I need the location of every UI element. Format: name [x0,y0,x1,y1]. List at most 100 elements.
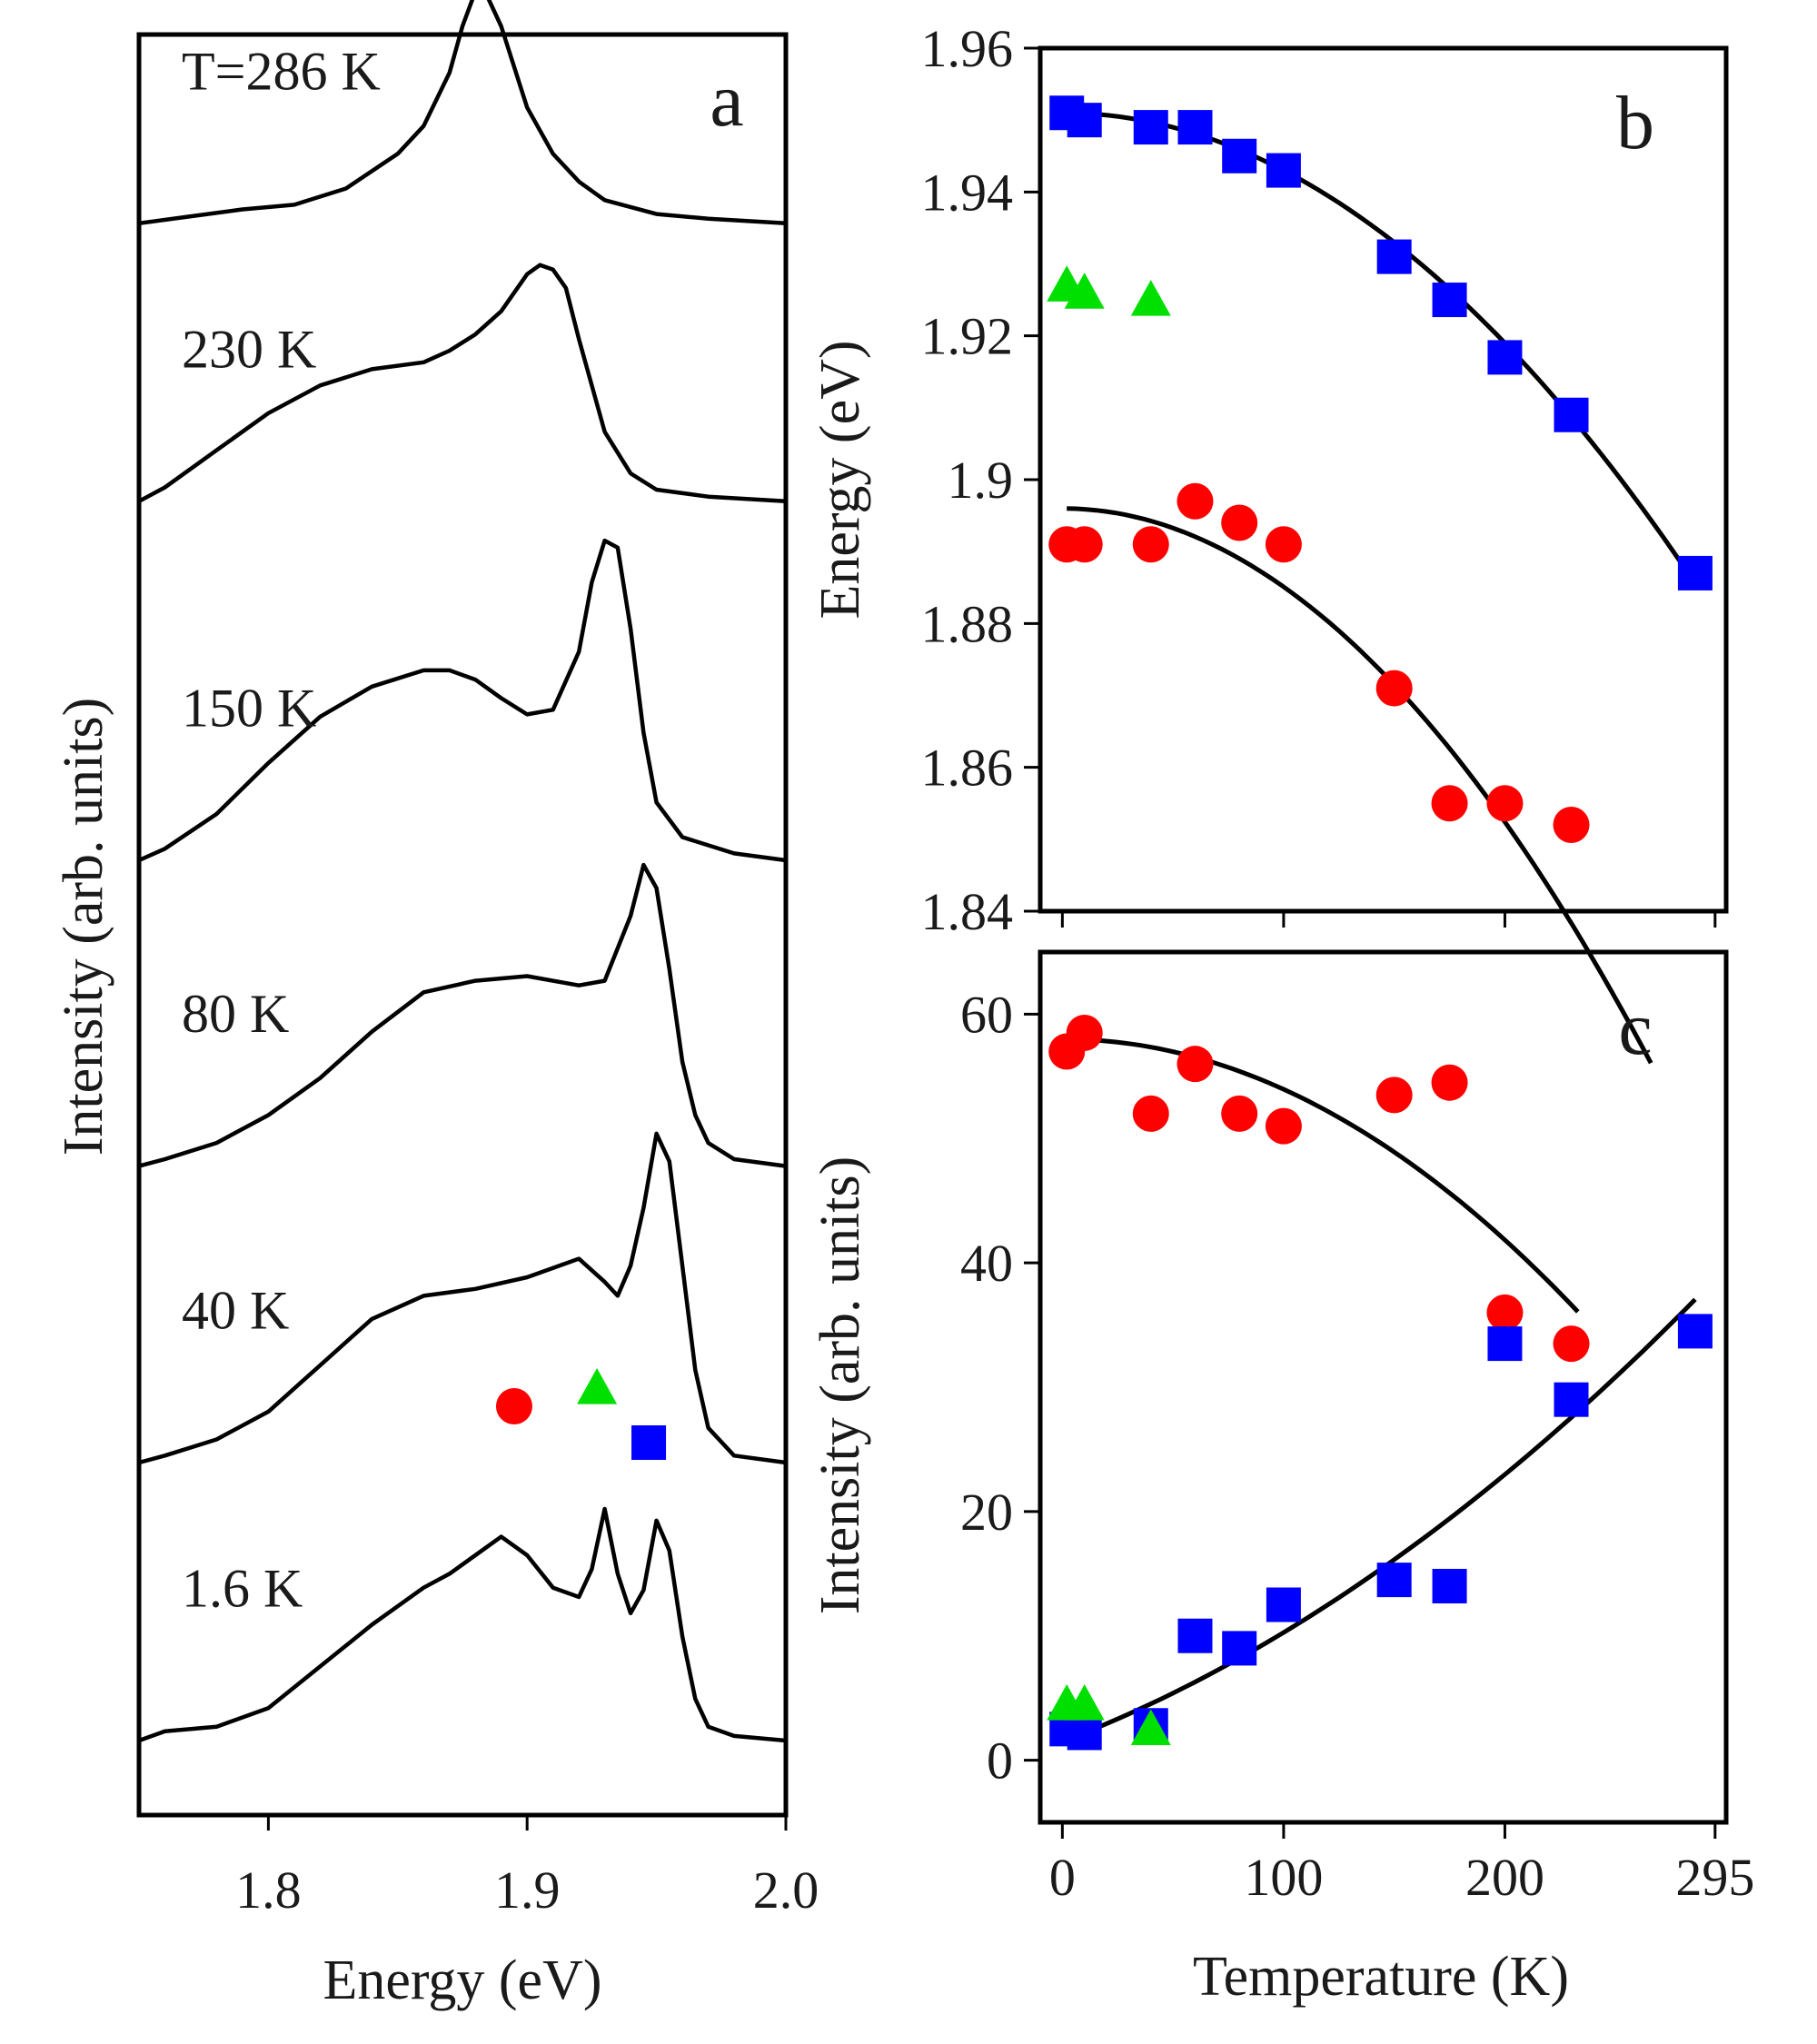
circle-marker [495,1388,532,1424]
panel-a-x-ticks: 1.8 1.9 2.0 [235,1815,819,1920]
spectrum-curve [138,862,787,1168]
square-point [1554,397,1589,432]
circle-point [1553,1325,1590,1363]
square-point [1177,110,1213,145]
panel-b-y-axis-label: Energy (eV) [809,340,871,619]
y-tick-label: 60 [960,985,1013,1044]
square-point [1554,1382,1589,1417]
circle-point [1553,807,1590,843]
panel-c-y-ticks: 0 20 40 60 [960,985,1040,1791]
curve-label: 40 K [182,1281,289,1341]
panel-a-frame [136,32,789,1818]
circle-point [1375,670,1413,707]
panel-c-y-axis-label: Intensity (arb. units) [809,1156,871,1615]
triangle-point [1130,280,1171,316]
panel-b-points [1047,95,1713,843]
circle-point [1486,1294,1524,1331]
fit-curve [1067,506,1653,1065]
fit-curve [1066,1297,1697,1742]
curve-label: T=286 K [182,41,381,101]
square-point [1677,1314,1713,1349]
circle-point [1177,482,1214,520]
circle-point [1132,1095,1169,1132]
triangle-marker [577,1368,618,1404]
fit-curve [1067,110,1697,585]
panel-b-y-ticks: 1.84 1.86 1.88 1.9 1.92 1.94 1.96 [921,19,1040,941]
panel-a-curve-labels: T=286 K 230 K 150 K 80 K 40 K 1.6 K [182,41,381,1618]
square-point [1266,153,1301,188]
panel-c: 0 20 40 60 0 100 200 295 c Temperature (K) Int… [809,949,1754,2008]
circle-point [1066,1014,1103,1051]
square-point [1432,283,1467,318]
square-point [1222,1631,1257,1666]
spectrum-curve [138,538,787,863]
x-tick-label: 2.0 [753,1860,819,1920]
circle-point [1431,1064,1468,1101]
square-point [1376,1563,1412,1598]
square-point [1067,103,1102,138]
y-tick-label: 1.94 [921,163,1014,222]
circle-point [1132,526,1169,563]
square-point [1487,340,1523,375]
x-tick-label: 1.8 [235,1860,302,1920]
triangle-point [1064,273,1105,309]
fit-curve [1073,1037,1580,1314]
panel-b: 1.84 1.86 1.88 1.9 1.92 1.94 1.96 b Energy (eV… [809,19,1729,1065]
circle-point [1221,504,1258,541]
panel-b-fit-curves [1067,110,1697,1065]
x-tick-label: 295 [1675,1848,1754,1907]
y-tick-label: 0 [987,1731,1013,1791]
circle-point [1177,1046,1214,1083]
panel-c-points [1047,1014,1713,1751]
y-tick-label: 1.84 [921,882,1014,941]
square-marker [631,1425,667,1460]
curve-label: 230 K [182,319,316,379]
circle-point [1221,1095,1258,1132]
y-tick-label: 40 [960,1234,1013,1293]
panel-c-x-ticks: 0 100 200 295 [1049,1822,1754,1907]
y-tick-label: 20 [960,1483,1013,1542]
circle-point [1431,785,1468,822]
y-tick-label: 1.96 [921,19,1014,78]
circle-point [1265,526,1302,563]
panel-a-curves [137,0,787,1743]
spectrum-curve [138,0,787,226]
circle-point [1265,1107,1302,1145]
square-point [1376,239,1412,274]
panel-a-markers [495,1368,667,1460]
square-point [1487,1326,1523,1362]
curve-label: 80 K [182,984,289,1044]
x-tick-label: 100 [1244,1848,1323,1907]
panel-b-letter: b [1616,81,1654,165]
x-tick-label: 0 [1049,1848,1076,1907]
panel-b-x-ticks [1060,911,1717,928]
panel-c-frame [1038,949,1729,1825]
y-tick-label: 1.88 [921,594,1014,653]
panel-a: T=286 K 230 K 150 K 80 K 40 K 1.6 K 1.8 1.9 2.0… [53,0,819,2011]
spectrum-curve [138,1506,787,1743]
panel-c-x-axis-label: Temperature (K) [1193,1946,1569,2008]
y-tick-label: 1.92 [921,307,1014,366]
spectrum-curve [137,263,787,504]
x-tick-label: 200 [1465,1848,1544,1907]
square-point [1266,1587,1301,1622]
circle-point [1486,785,1524,822]
circle-point [1066,526,1103,563]
panel-a-y-axis-label: Intensity (arb. units) [53,698,114,1156]
square-point [1432,1568,1467,1603]
panel-c-letter: c [1618,987,1652,1071]
curve-label: 150 K [182,679,316,739]
triangle-point [1130,1709,1171,1745]
x-tick-label: 1.9 [494,1860,561,1920]
square-point [1177,1618,1213,1653]
panel-a-x-axis-label: Energy (eV) [323,1950,601,2011]
square-point [1222,138,1257,174]
circle-point [1375,1077,1413,1114]
panel-a-letter: a [710,58,743,143]
square-point [1133,110,1168,145]
y-tick-label: 1.86 [921,739,1014,798]
square-point [1067,1715,1102,1751]
triangle-point [1064,1683,1105,1721]
spectrum-curve [138,1131,787,1465]
